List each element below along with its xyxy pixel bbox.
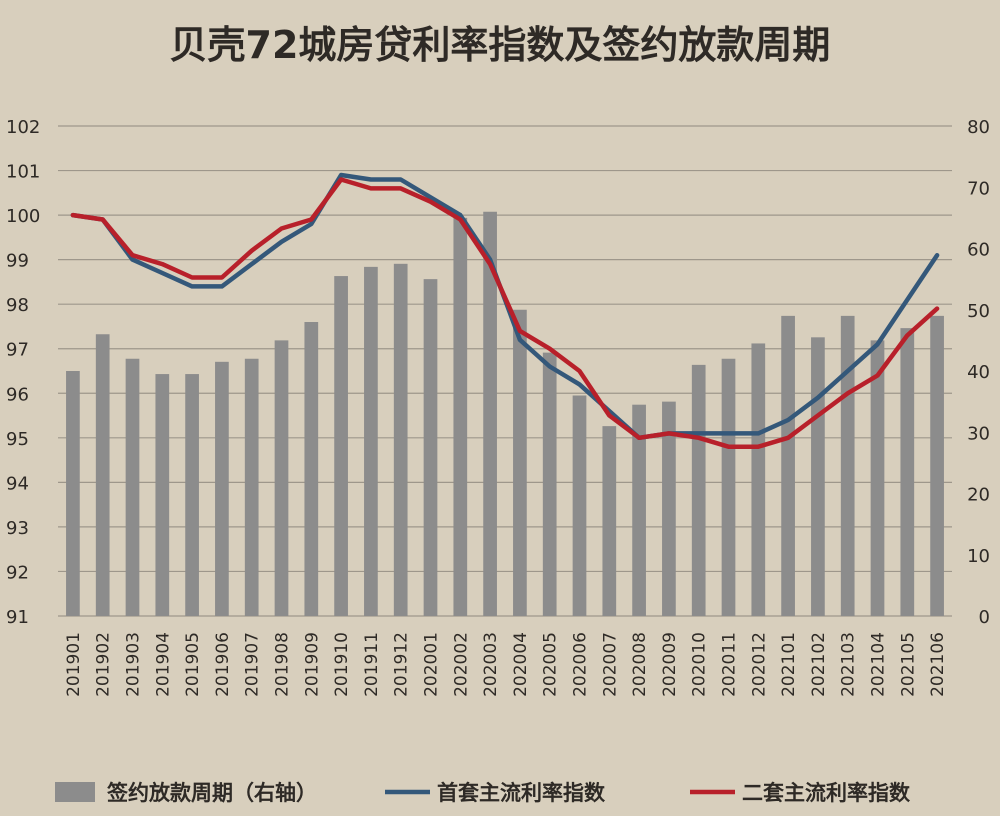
x-tick-label: 202008 <box>630 632 650 697</box>
x-axis: 201901 201902 201903 201904 201905 201906 2019… <box>64 632 948 697</box>
bar <box>185 374 199 616</box>
bar <box>274 340 289 616</box>
x-tick-label: 201912 <box>392 632 412 697</box>
x-tick-label: 202002 <box>451 632 471 697</box>
left-tick-label: 93 <box>6 518 29 539</box>
bar <box>602 426 617 616</box>
left-tick-label: 97 <box>6 340 29 361</box>
x-tick-label: 201909 <box>302 632 322 697</box>
right-axis: 0 10 20 30 40 50 60 70 80 <box>967 117 990 628</box>
x-tick-label: 202104 <box>869 632 889 697</box>
x-tick-label: 202105 <box>898 632 918 697</box>
bar <box>244 358 259 616</box>
bar-series <box>66 211 944 616</box>
x-tick-label: 201904 <box>153 632 173 697</box>
left-tick-label: 100 <box>6 206 40 227</box>
left-tick-label: 95 <box>6 429 29 450</box>
x-tick-label: 202005 <box>541 632 561 697</box>
right-tick-label: 80 <box>967 117 990 138</box>
legend-label: 首套主流利率指数 <box>437 781 606 805</box>
bar <box>95 334 110 616</box>
bar <box>691 364 706 616</box>
x-tick-label: 202003 <box>481 632 501 697</box>
x-tick-label: 201905 <box>183 632 203 697</box>
x-tick-label: 202011 <box>720 632 740 697</box>
bar <box>840 315 855 616</box>
grid <box>58 125 952 617</box>
bar <box>453 217 468 616</box>
bar <box>423 279 438 616</box>
left-tick-label: 92 <box>6 562 29 583</box>
bar <box>662 401 676 616</box>
bar <box>542 352 557 616</box>
right-tick-label: 0 <box>979 607 990 628</box>
bar <box>66 371 80 616</box>
x-tick-label: 201907 <box>243 632 263 697</box>
bar <box>364 266 378 616</box>
x-tick-label: 201901 <box>64 632 84 697</box>
right-tick-label: 20 <box>967 485 990 506</box>
left-tick-label: 94 <box>6 473 29 494</box>
x-tick-label: 201902 <box>94 632 114 697</box>
legend-swatch <box>55 782 95 802</box>
bar <box>930 315 944 616</box>
x-tick-label: 202004 <box>511 632 531 697</box>
x-tick-label: 202001 <box>422 632 442 697</box>
x-tick-label: 201903 <box>124 632 144 697</box>
bar <box>215 361 229 616</box>
bar <box>751 343 766 616</box>
x-tick-label: 201908 <box>273 632 293 697</box>
legend-label: 二套主流利率指数 <box>742 781 911 805</box>
right-tick-label: 40 <box>967 362 990 383</box>
bar <box>721 358 736 616</box>
right-tick-label: 70 <box>967 178 990 199</box>
x-tick-label: 202010 <box>690 632 710 697</box>
x-tick-label: 202006 <box>571 632 591 697</box>
bar <box>870 340 885 616</box>
left-tick-label: 98 <box>6 295 29 316</box>
x-tick-label: 202012 <box>749 632 769 697</box>
x-tick-label: 201910 <box>332 632 352 697</box>
right-tick-label: 30 <box>967 423 990 444</box>
line-series <box>70 172 940 449</box>
legend-label: 签约放款周期（右轴） <box>106 781 317 805</box>
x-tick-label: 202009 <box>660 632 680 697</box>
bar <box>513 309 527 616</box>
left-tick-label: 91 <box>6 607 29 628</box>
left-tick-label: 99 <box>6 251 29 272</box>
x-tick-label: 202101 <box>779 632 799 697</box>
bar <box>811 337 825 616</box>
bar <box>572 395 587 616</box>
bar <box>304 322 319 616</box>
bar <box>393 263 408 616</box>
legend: 签约放款周期（右轴） 首套主流利率指数 二套主流利率指数 <box>55 781 911 805</box>
x-tick-label: 202106 <box>928 632 948 697</box>
bar <box>781 315 795 616</box>
left-tick-label: 102 <box>6 117 40 138</box>
left-tick-label: 96 <box>6 384 29 405</box>
x-tick-label: 202007 <box>600 632 620 697</box>
x-tick-label: 202102 <box>809 632 829 697</box>
bar <box>900 328 915 616</box>
bar <box>155 374 170 616</box>
x-tick-label: 201911 <box>362 632 382 697</box>
x-tick-label: 201906 <box>213 632 233 697</box>
bar <box>125 358 140 616</box>
bar <box>334 276 348 616</box>
bar <box>632 404 646 616</box>
series-line <box>70 177 940 449</box>
bar <box>483 211 497 616</box>
x-tick-label: 202103 <box>839 632 859 697</box>
chart-title: 贝壳72城房贷利率指数及签约放款周期 <box>170 23 831 67</box>
right-tick-label: 10 <box>967 546 990 567</box>
right-tick-label: 50 <box>967 301 990 322</box>
left-tick-label: 101 <box>6 162 40 183</box>
left-axis: 91 92 93 94 95 96 97 98 99 100 101 102 <box>6 117 40 628</box>
right-tick-label: 60 <box>967 240 990 261</box>
